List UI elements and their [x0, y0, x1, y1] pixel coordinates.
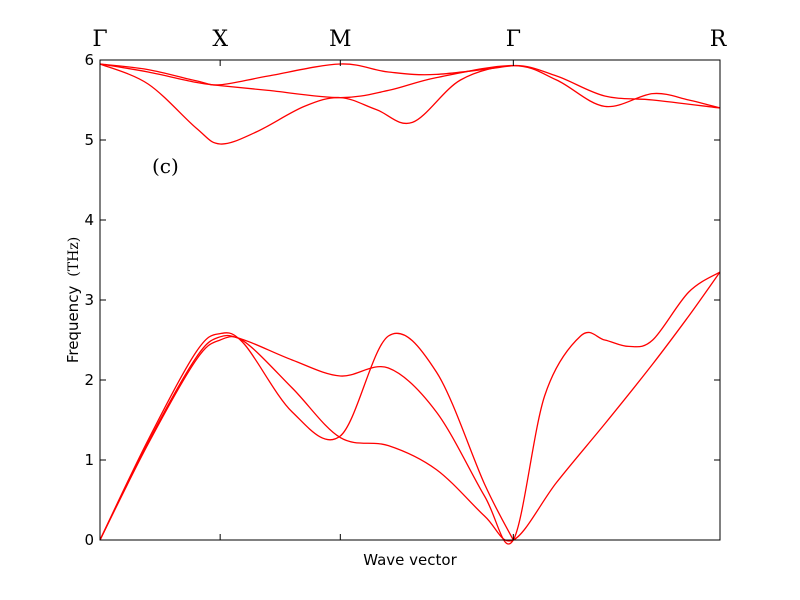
svg-text:Frequency (THz): Frequency (THz) [64, 237, 82, 363]
y-axis-label: Frequency [64, 286, 82, 364]
high-symmetry-label-0: Γ [92, 27, 107, 52]
axis-ticks [99, 59, 721, 541]
y-axis-unit: (THz) [66, 237, 82, 277]
x-axis-label: Wave vector [363, 551, 457, 569]
y-axis-label-group: Frequency (THz) [64, 237, 82, 363]
band-lines [99, 63, 721, 545]
band-line-4 [99, 63, 721, 145]
band-line-3 [99, 332, 514, 541]
y-tick-label-5: 5 [84, 131, 94, 149]
panel-label: (c) [152, 154, 179, 178]
high-symmetry-label-3: Γ [506, 27, 521, 52]
band-line-2 [99, 271, 721, 545]
y-tick-label-4: 4 [84, 211, 94, 229]
y-tick-labels: 0 1 2 3 4 5 6 [84, 51, 94, 549]
y-tick-label-2: 2 [84, 371, 94, 389]
high-symmetry-label-1: X [212, 27, 228, 52]
band-line-1 [99, 271, 721, 542]
high-symmetry-label-4: R [710, 27, 728, 52]
y-tick-label-0: 0 [84, 531, 94, 549]
y-tick-label-1: 1 [84, 451, 94, 469]
band-line-6 [99, 63, 514, 86]
high-symmetry-label-2: M [329, 27, 352, 52]
y-tick-label-6: 6 [84, 51, 94, 69]
y-tick-label-3: 3 [84, 291, 94, 309]
plot-frame [99, 59, 721, 541]
band-line-5 [99, 63, 721, 109]
